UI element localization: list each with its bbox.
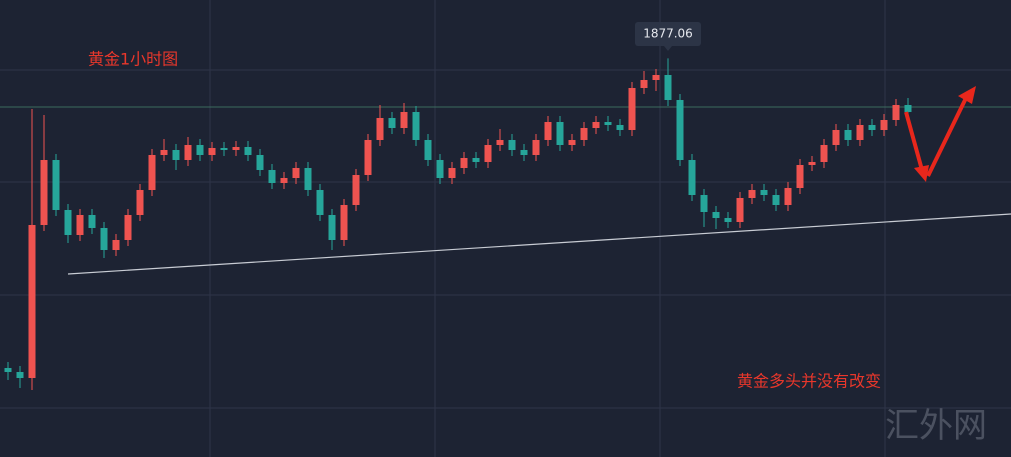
peak-value: 1877.06 [643,27,693,41]
candle-body [28,225,36,378]
candle-body [364,140,372,175]
candle-body [400,112,408,128]
candle-body [448,168,456,178]
candle-body [544,122,552,140]
candle-body [880,120,888,130]
candle-body [124,215,132,240]
candle-body [328,215,336,240]
candle-body [148,155,156,190]
candle-body [88,215,96,228]
candle-body [556,122,564,145]
candle-body [820,145,828,162]
chart-title: 黄金1小时图 [88,50,178,69]
candles [4,58,912,390]
candle-body [280,178,288,183]
candle-body [772,195,780,205]
candle-body [652,75,660,80]
candle-body [604,122,612,125]
candle-body [52,160,60,210]
candle-body [412,112,420,140]
candle-body [160,150,168,155]
candle-body [676,100,684,160]
candle-body [352,175,360,205]
candle-body [292,168,300,178]
arrows [904,86,976,182]
candle-body [172,150,180,160]
candle-body [16,372,24,378]
candle-body [796,165,804,188]
candle-body [568,140,576,145]
candle-body [712,212,720,218]
candle-body [508,140,516,150]
candle-body [196,145,204,155]
candle-body [664,75,672,100]
candle-body [628,88,636,130]
candle-body [244,147,252,155]
candle-body [40,160,48,225]
candle-body [436,160,444,178]
candle-body [832,130,840,145]
candle-body [484,145,492,162]
candle-body [700,195,708,212]
candle-body [472,158,480,162]
candle-body [136,190,144,215]
candle-body [184,145,192,160]
candle-body [532,140,540,155]
candle-body [904,105,912,112]
candle-body [868,125,876,130]
annotation: 黄金多头并没有改变 [737,372,881,391]
candle-body [208,148,216,155]
candle-body [736,198,744,222]
candle-body [388,118,396,128]
candle-body [100,228,108,250]
trend-line [67,213,1011,275]
candle-body [844,130,852,140]
candle-body [4,368,12,372]
watermark: 汇外网 [885,406,987,446]
candle-body [220,148,228,150]
candle-body [424,140,432,160]
candle-body [316,190,324,215]
candle-body [376,118,384,140]
candle-body [232,147,240,150]
candle-body [76,215,84,235]
peak-label: 1877.06 [635,22,701,51]
candle-body [616,125,624,130]
candle-body [520,150,528,155]
candle-body [748,190,756,198]
candle-body [580,128,588,140]
candle-body [640,80,648,88]
candle-body [856,125,864,140]
candle-body [784,188,792,205]
candle-body [340,205,348,240]
candle-body [808,162,816,165]
candle-body [460,158,468,168]
candle-body [112,240,120,250]
candle-body [268,170,276,183]
candle-body [688,160,696,195]
candle-body [892,105,900,120]
candle-body [592,122,600,128]
candle-body [64,210,72,235]
candle-body [760,190,768,195]
candle-body [724,218,732,222]
candle-body [496,140,504,145]
candle-body [256,155,264,170]
candle-body [304,168,312,190]
